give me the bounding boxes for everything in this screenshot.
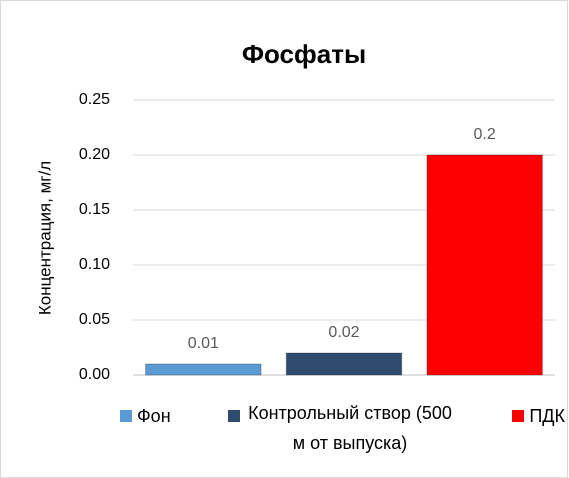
data-label: 0.2: [474, 126, 496, 143]
legend-label: Фон: [137, 406, 171, 426]
legend-label: ПДК: [529, 406, 565, 426]
data-label: 0.01: [188, 335, 219, 352]
data-label: 0.02: [328, 324, 359, 341]
y-tick-label: 0.10: [79, 256, 110, 273]
legend-item: ПДК: [512, 404, 565, 428]
y-tick-label: 0.25: [79, 91, 110, 108]
y-tick-label: 0.05: [79, 311, 110, 328]
legend-swatch: [512, 410, 525, 422]
legend-swatch: [228, 410, 240, 422]
bar: [285, 352, 403, 376]
legend-label: Контрольный створ (500 м от выпуска): [248, 403, 452, 453]
chart-title: Фосфаты: [242, 39, 366, 69]
bar: [426, 154, 543, 376]
legend-swatch: [120, 410, 132, 422]
y-tick-label: 0.15: [79, 201, 110, 218]
legend-item: Контрольный створ (500 м от выпуска): [228, 403, 455, 458]
legend-item: Фон: [120, 404, 171, 428]
y-axis-title: Концентрация, мг/л: [35, 161, 54, 315]
bar: [145, 363, 262, 376]
y-tick-label: 0.20: [79, 146, 110, 163]
y-tick-label: 0.00: [79, 366, 110, 383]
legend: Фон Контрольный створ (500 м от выпуска) П…: [120, 403, 565, 458]
